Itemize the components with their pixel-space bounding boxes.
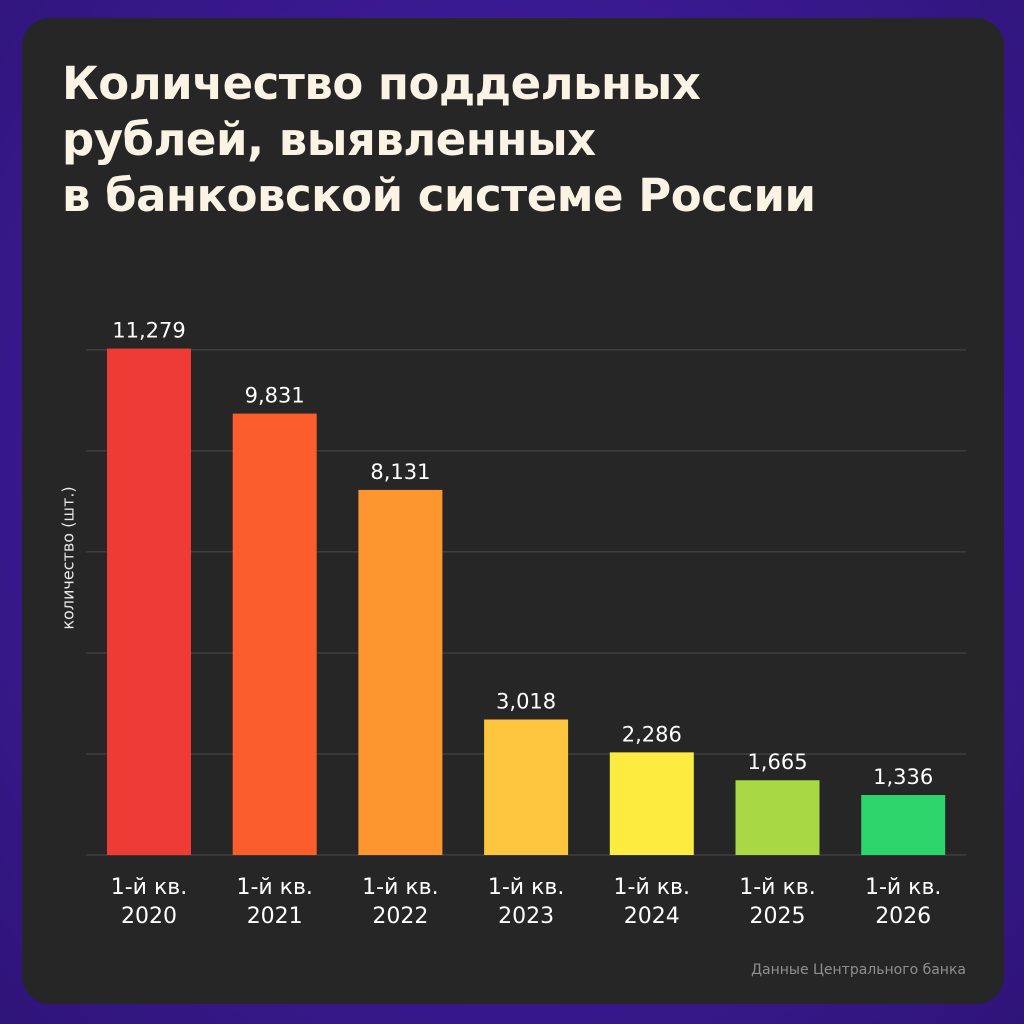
category-label-line: 2021 [247,904,303,929]
bar-2022 [358,489,443,855]
category-label: 1-й кв. 2020 [111,875,187,929]
value-label: 3,018 [496,689,556,713]
value-label: 9,831 [245,384,305,408]
category-label-line: 1-й кв. [362,875,438,900]
bars [107,348,946,855]
bar-2021 [232,413,317,855]
value-label: 2,286 [622,722,682,746]
bar-chart: 11,279 9,831 8,131 3,018 2,286 1,665 1,336 1-й… [86,319,966,929]
category-label: 1-й кв. 2024 [614,875,690,929]
category-label-line: 2022 [372,904,428,929]
value-label: 1,665 [747,750,807,774]
category-label: 1-й кв. 2026 [865,875,941,929]
bar-2020 [107,348,191,855]
category-label-line: 1-й кв. [111,875,187,900]
title-line-3: в банковской системе России [62,169,816,222]
bar-2024 [609,752,694,855]
title-line-1: Количество поддельных [62,57,701,110]
category-label-line: 1-й кв. [739,875,815,900]
source-note: Данные Центрального банка [751,962,966,978]
chart-card: Количество поддельных рублей, выявленных… [22,18,1004,1004]
category-label: 1-й кв. 2022 [362,875,438,929]
category-label-line: 1-й кв. [236,875,312,900]
category-label-line: 2025 [750,904,806,929]
category-label-line: 2020 [121,904,177,929]
value-label: 11,279 [112,319,185,343]
category-label: 1-й кв. 2025 [739,875,815,929]
category-label-line: 2026 [875,904,931,929]
category-label: 1-й кв. 2023 [488,875,564,929]
category-label-line: 1-й кв. [614,875,690,900]
value-label: 8,131 [370,460,430,484]
chart-title: Количество поддельных рублей, выявленных… [62,56,816,224]
value-label: 1,336 [873,765,933,789]
value-labels: 11,279 9,831 8,131 3,018 2,286 1,665 1,336 [112,319,933,789]
category-label-line: 2024 [624,904,680,929]
category-label-line: 1-й кв. [865,875,941,900]
bar-2025 [735,780,820,855]
bar-2023 [484,719,569,855]
title-line-2: рублей, выявленных [62,113,596,166]
category-label-line: 2023 [498,904,554,929]
category-label-line: 1-й кв. [488,875,564,900]
category-label: 1-й кв. 2021 [236,875,312,929]
bar-2026 [861,795,946,855]
